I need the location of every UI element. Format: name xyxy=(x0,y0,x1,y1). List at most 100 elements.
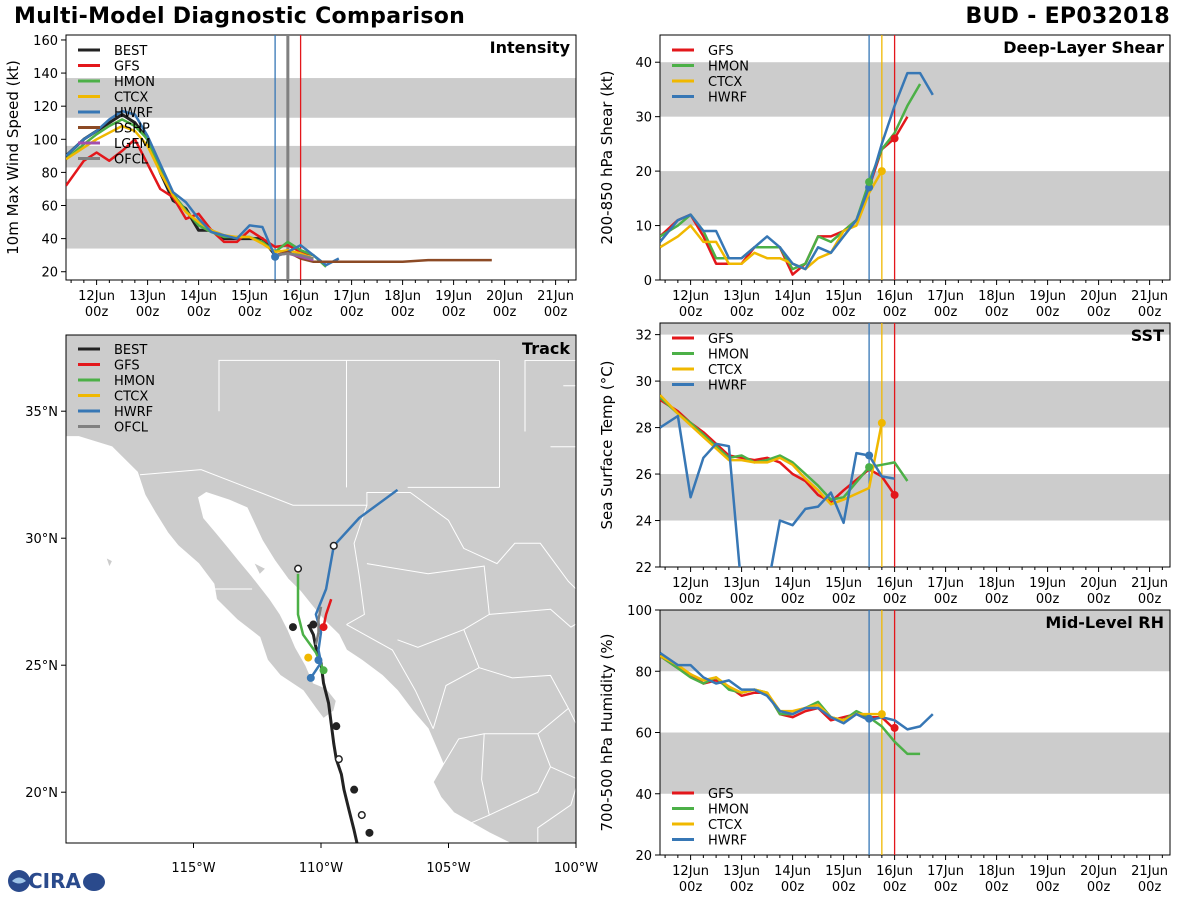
sst-marker-gfs xyxy=(890,490,899,499)
intensity-line-hmon xyxy=(66,118,327,268)
sst-xtick-label-hour: 00z xyxy=(832,592,856,607)
track-ytick-label: 25°N xyxy=(25,659,58,674)
track-line-hmon xyxy=(296,573,325,671)
shear-line-hwrf xyxy=(660,71,934,271)
track-legend-label-hwrf: HWRF xyxy=(114,405,153,420)
sst-legend-label-hwrf: HWRF xyxy=(708,379,747,394)
rh-legend-label-gfs: GFS xyxy=(708,787,734,802)
sst-xtick-label-day: 17Jun xyxy=(927,576,964,591)
map-group xyxy=(66,335,576,843)
shear-band xyxy=(660,171,1170,226)
intensity-xtick-label-hour: 00z xyxy=(187,305,211,320)
rh-xtick-label-hour: 00z xyxy=(781,880,805,895)
rh-marker-ctcx xyxy=(877,710,886,719)
shear-xtick-label-day: 13Jun xyxy=(723,289,760,304)
intensity-xtick-label-day: 12Jun xyxy=(78,289,115,304)
rh-xtick-label-hour: 00z xyxy=(985,880,1009,895)
shear-ytick-label: 0 xyxy=(644,274,652,289)
sst-xtick-label-day: 14Jun xyxy=(774,576,811,591)
track-xtick-label: 100°W xyxy=(554,861,598,876)
intensity-ytick-label: 40 xyxy=(41,233,58,248)
shear-xtick-label-day: 12Jun xyxy=(672,289,709,304)
rh-xtick-label-day: 14Jun xyxy=(774,864,811,879)
shear-series-group xyxy=(660,71,934,276)
shear-xtick-label-day: 19Jun xyxy=(1029,289,1066,304)
track-open-point xyxy=(357,811,366,820)
intensity-line-ofcl xyxy=(274,252,314,260)
sst-xtick-label-hour: 00z xyxy=(934,592,958,607)
figure-title: Multi-Model Diagnostic Comparison xyxy=(14,4,466,29)
island xyxy=(254,563,265,574)
sst-ytick-label: 22 xyxy=(635,561,652,576)
shear-line-ctcx xyxy=(660,170,883,271)
shear-ylabel: 200-850 hPa Shear (kt) xyxy=(598,71,616,245)
rh-ylabel: 700-500 hPa Humidity (%) xyxy=(598,633,616,831)
intensity-ytick-label: 120 xyxy=(33,100,58,115)
intensity-band xyxy=(66,78,576,118)
sst-xtick-label-hour: 00z xyxy=(883,592,907,607)
intensity-xtick-label-hour: 00z xyxy=(289,305,313,320)
sst-xtick-label-hour: 00z xyxy=(730,592,754,607)
globe-highlight xyxy=(12,877,26,884)
shear-xtick-label-hour: 00z xyxy=(1087,305,1111,320)
rh-xtick-label-day: 15Jun xyxy=(825,864,862,879)
track-ytick-label: 20°N xyxy=(25,786,58,801)
intensity-xtick-label-hour: 00z xyxy=(340,305,364,320)
sst-legend-label-hmon: HMON xyxy=(708,348,749,363)
rh-band xyxy=(660,732,1170,794)
sst-xtick-label-day: 13Jun xyxy=(723,576,760,591)
track-legend-label-ofcl: OFCL xyxy=(114,421,149,436)
track-legend-label-ctcx: CTCX xyxy=(114,390,148,405)
island xyxy=(106,558,112,567)
shear-xtick-label-hour: 00z xyxy=(730,305,754,320)
rh-series-group xyxy=(660,651,934,756)
track-legend-box xyxy=(67,336,157,436)
rh-xtick-label-day: 21Jun xyxy=(1131,864,1168,879)
sst-line-hwrf xyxy=(660,414,895,567)
sst-marker-hmon xyxy=(865,463,874,472)
rh-ytick-label: 20 xyxy=(635,849,652,864)
state-border xyxy=(489,733,552,816)
track-xtick-label: 110°W xyxy=(299,861,343,876)
intensity-legend-label-ofcl: OFCL xyxy=(114,153,149,168)
satellite-icon xyxy=(83,873,105,891)
shear-xtick-label-hour: 00z xyxy=(781,305,805,320)
intensity-xtick-label-day: 17Jun xyxy=(333,289,370,304)
state-border xyxy=(489,608,576,628)
track-legend-label-hmon: HMON xyxy=(114,374,155,389)
state-border xyxy=(139,469,576,590)
shear-xtick-label-hour: 00z xyxy=(679,305,703,320)
shear-ytick-label: 20 xyxy=(635,165,652,180)
rh-xtick-label-day: 20Jun xyxy=(1080,864,1117,879)
sst-xtick-label-hour: 00z xyxy=(985,592,1009,607)
sst-band xyxy=(660,474,1170,521)
shear-frame xyxy=(659,34,1171,281)
intensity-band xyxy=(66,198,576,249)
state-border xyxy=(346,624,434,729)
track-ytick-label: 30°N xyxy=(25,532,58,547)
sst-ytick-label: 28 xyxy=(635,422,652,437)
track-point-gfs xyxy=(319,623,328,632)
shear-panel: 01020304012Jun00z13Jun00z14Jun00z15Jun00… xyxy=(598,34,1171,320)
state-border xyxy=(442,667,570,765)
storm-id: BUD - EP032018 xyxy=(965,4,1170,29)
rh-xtick-label-day: 16Jun xyxy=(876,864,913,879)
shear-xtick-label-day: 15Jun xyxy=(825,289,862,304)
shear-marker-ctcx xyxy=(877,167,886,176)
intensity-xtick-label-hour: 00z xyxy=(238,305,262,320)
track-line-gfs xyxy=(322,598,333,628)
intensity-ytick-label: 20 xyxy=(41,266,58,281)
sst-title: SST xyxy=(1131,326,1164,345)
track-open-point xyxy=(294,564,303,573)
shear-xtick-label-hour: 00z xyxy=(985,305,1009,320)
intensity-line-hwrf xyxy=(66,109,340,267)
intensity-legend-label-lgem: LGEM xyxy=(114,137,151,152)
sst-xtick-label-day: 12Jun xyxy=(672,576,709,591)
intensity-marker-hwrf xyxy=(271,252,280,261)
shear-marker-gfs xyxy=(890,134,899,143)
sst-xtick-label-day: 16Jun xyxy=(876,576,913,591)
sst-frame xyxy=(659,322,1171,568)
state-border xyxy=(471,733,490,824)
rh-title: Mid-Level RH xyxy=(1045,613,1164,632)
